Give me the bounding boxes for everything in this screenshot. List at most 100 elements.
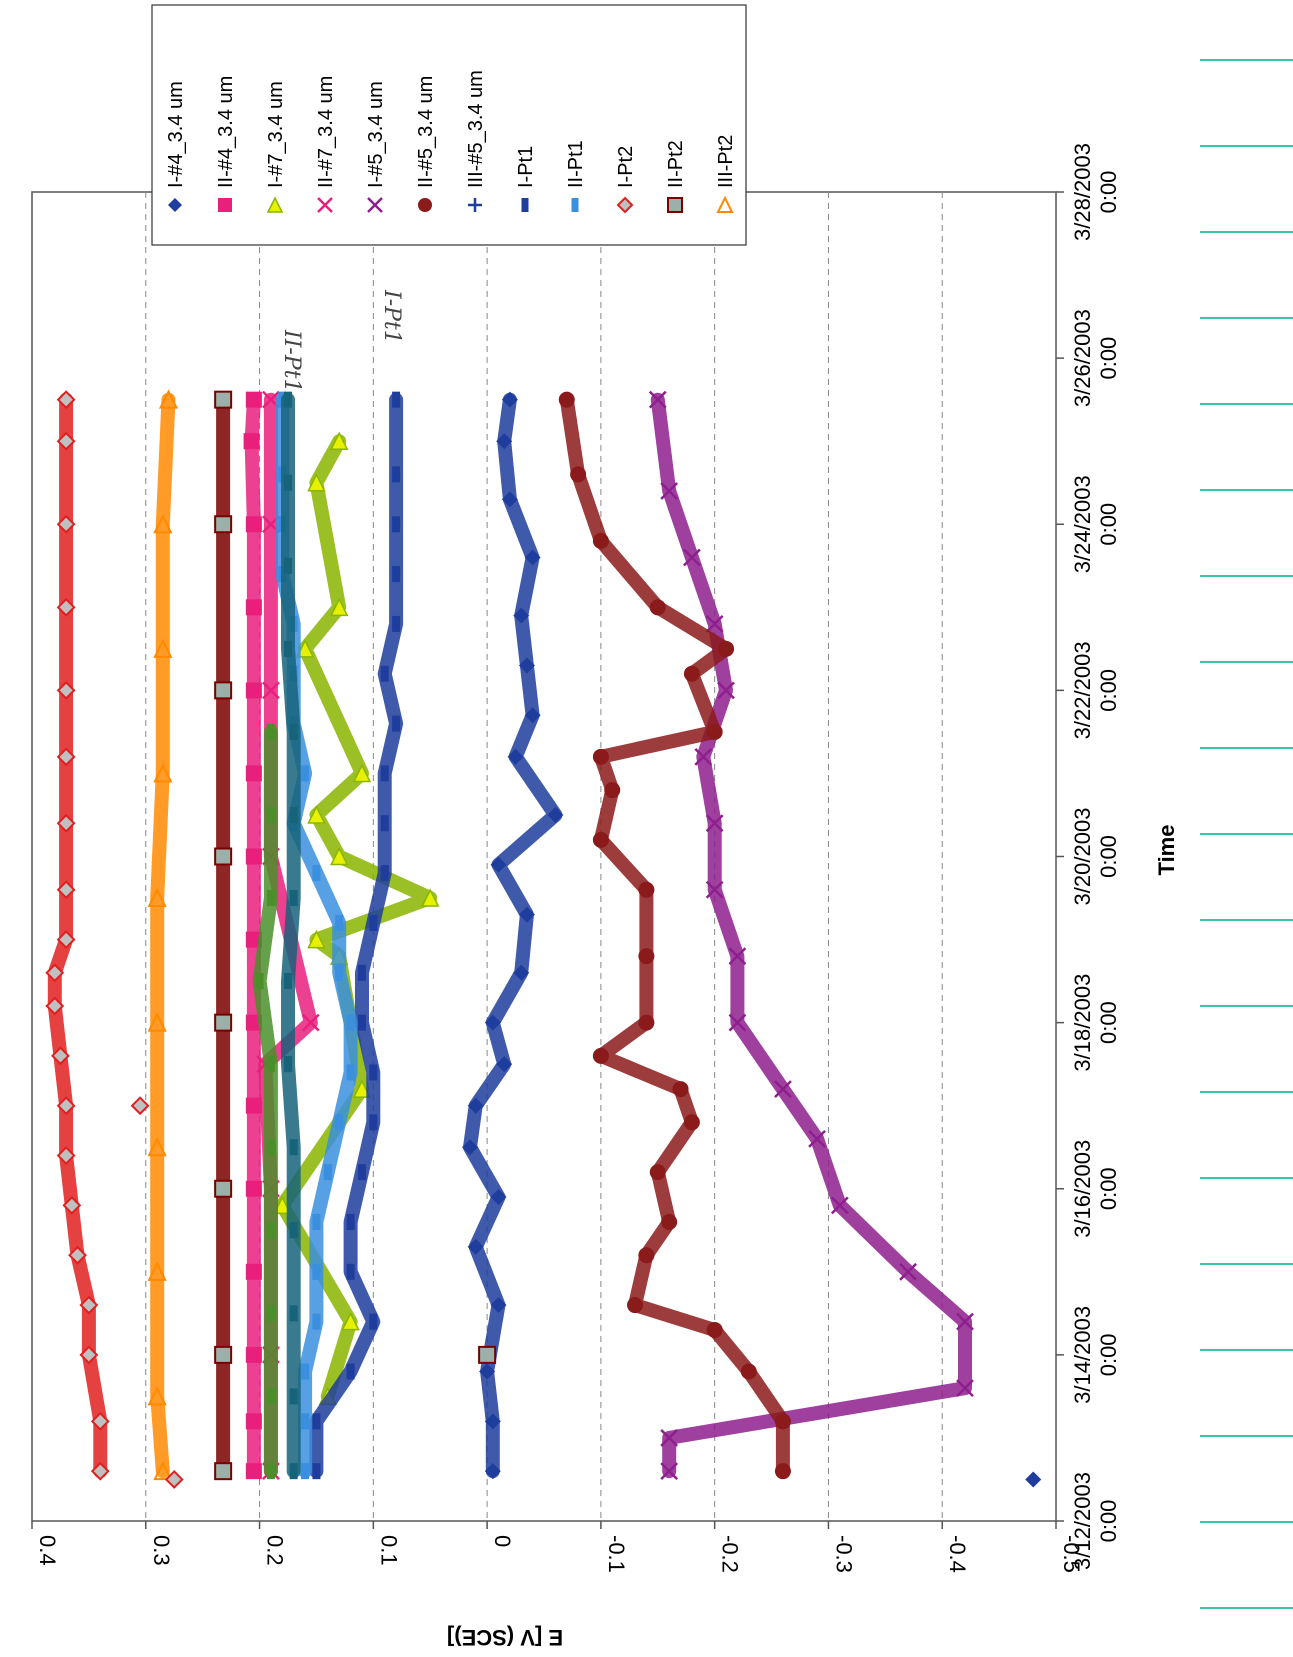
data-point xyxy=(266,723,275,740)
data-point xyxy=(496,1056,513,1073)
data-point xyxy=(592,1047,609,1064)
data-point xyxy=(301,1363,310,1380)
legend-label: I-#7_3.4 um xyxy=(265,81,287,188)
y-tick-label: 0 xyxy=(490,1535,515,1547)
data-point xyxy=(740,1363,757,1380)
data-point xyxy=(289,1222,298,1239)
data-point xyxy=(245,599,262,616)
data-point xyxy=(312,1413,321,1430)
legend-marker xyxy=(616,196,634,214)
data-point xyxy=(808,1130,826,1148)
legend-marker xyxy=(716,195,734,213)
data-point xyxy=(501,491,518,508)
data-point xyxy=(301,765,310,782)
x-tick-label: 3/12/2003 xyxy=(1070,1472,1095,1570)
data-point xyxy=(289,1388,298,1405)
data-point xyxy=(153,763,173,783)
data-point xyxy=(392,516,401,533)
isolated-point xyxy=(164,1470,184,1489)
series-iii-pt2 xyxy=(147,389,179,1481)
data-point xyxy=(728,947,747,966)
data-point xyxy=(255,973,264,990)
data-point xyxy=(45,963,65,983)
series-band xyxy=(47,392,108,1479)
data-point xyxy=(683,548,701,567)
data-point xyxy=(284,391,292,408)
data-point xyxy=(289,723,298,740)
x-tick-label: 0:00 xyxy=(1096,1001,1121,1044)
data-point xyxy=(524,549,541,566)
legend-marker xyxy=(571,198,579,212)
data-point xyxy=(245,848,262,865)
data-point xyxy=(214,515,233,534)
data-point xyxy=(956,1312,974,1331)
data-point xyxy=(694,747,713,766)
data-point xyxy=(335,1114,344,1131)
data-point xyxy=(323,1164,332,1181)
x-tick-label: 3/18/2003 xyxy=(1070,974,1095,1072)
legend-label: II-#4_3.4 um xyxy=(215,76,237,188)
x-tick-label: 0:00 xyxy=(1096,1167,1121,1210)
data-point xyxy=(153,514,173,534)
legend-item: III-Pt2 xyxy=(715,135,737,213)
data-point xyxy=(147,1136,167,1157)
data-point xyxy=(649,599,666,616)
series-layer xyxy=(45,389,1042,1489)
y-tick-label: -0.4 xyxy=(945,1535,970,1573)
data-point xyxy=(335,964,344,981)
series-band xyxy=(309,392,404,1479)
data-point xyxy=(158,389,179,409)
data-point xyxy=(312,865,321,882)
data-point xyxy=(604,782,621,799)
legend: I-#4_3.4 um II-#4_3.4 um I-#7_3.4 um II-#7_… xyxy=(151,4,747,246)
legend-marker xyxy=(367,197,383,213)
x-tick-label: 0:00 xyxy=(1096,503,1121,546)
data-point xyxy=(245,516,262,533)
x-tick-label: 0:00 xyxy=(1096,1333,1121,1376)
data-point xyxy=(357,1014,366,1031)
data-point xyxy=(301,1013,320,1032)
data-point xyxy=(392,566,401,583)
data-point xyxy=(262,681,280,700)
data-point xyxy=(284,557,292,574)
y-tick-label: -0.2 xyxy=(718,1535,743,1573)
data-point xyxy=(649,1164,666,1181)
data-point xyxy=(484,1014,501,1031)
data-point xyxy=(513,964,530,981)
series-unlabeled-12 xyxy=(281,391,301,1480)
y-tick-label: 0.1 xyxy=(376,1535,401,1566)
data-point xyxy=(56,597,76,617)
data-point xyxy=(335,914,344,931)
legend-marker xyxy=(266,196,284,213)
data-point xyxy=(380,665,389,682)
data-point xyxy=(312,1213,321,1230)
data-point xyxy=(266,1056,275,1073)
legend-marker xyxy=(468,198,482,212)
data-point xyxy=(68,1245,87,1265)
data-point xyxy=(638,1014,655,1031)
data-point xyxy=(307,805,326,824)
data-point xyxy=(660,1429,679,1447)
legend-label: I-#5_3.4 um xyxy=(365,81,387,188)
data-point xyxy=(899,1262,917,1281)
data-point xyxy=(289,1463,298,1480)
data-point xyxy=(484,1463,501,1480)
data-point xyxy=(467,1238,484,1255)
data-point xyxy=(273,1195,292,1215)
data-point xyxy=(56,1096,76,1116)
legend-label: II-#5_3.4 um xyxy=(415,76,437,188)
data-point xyxy=(592,748,609,765)
legend-label: III-Pt2 xyxy=(715,135,737,188)
legend-marker xyxy=(418,198,432,212)
legend-item: I-#4_3.4 um xyxy=(165,81,187,212)
data-point xyxy=(214,1462,233,1481)
data-point xyxy=(518,657,535,674)
data-point xyxy=(638,1247,655,1264)
data-point xyxy=(90,1411,110,1431)
data-point xyxy=(648,390,667,409)
data-point xyxy=(490,1189,507,1206)
data-point xyxy=(369,1114,378,1131)
series-ii-4-3-4-um xyxy=(243,391,262,1480)
isolated-point xyxy=(130,1096,150,1116)
legend-item: II-#5_3.4 um xyxy=(415,76,437,212)
